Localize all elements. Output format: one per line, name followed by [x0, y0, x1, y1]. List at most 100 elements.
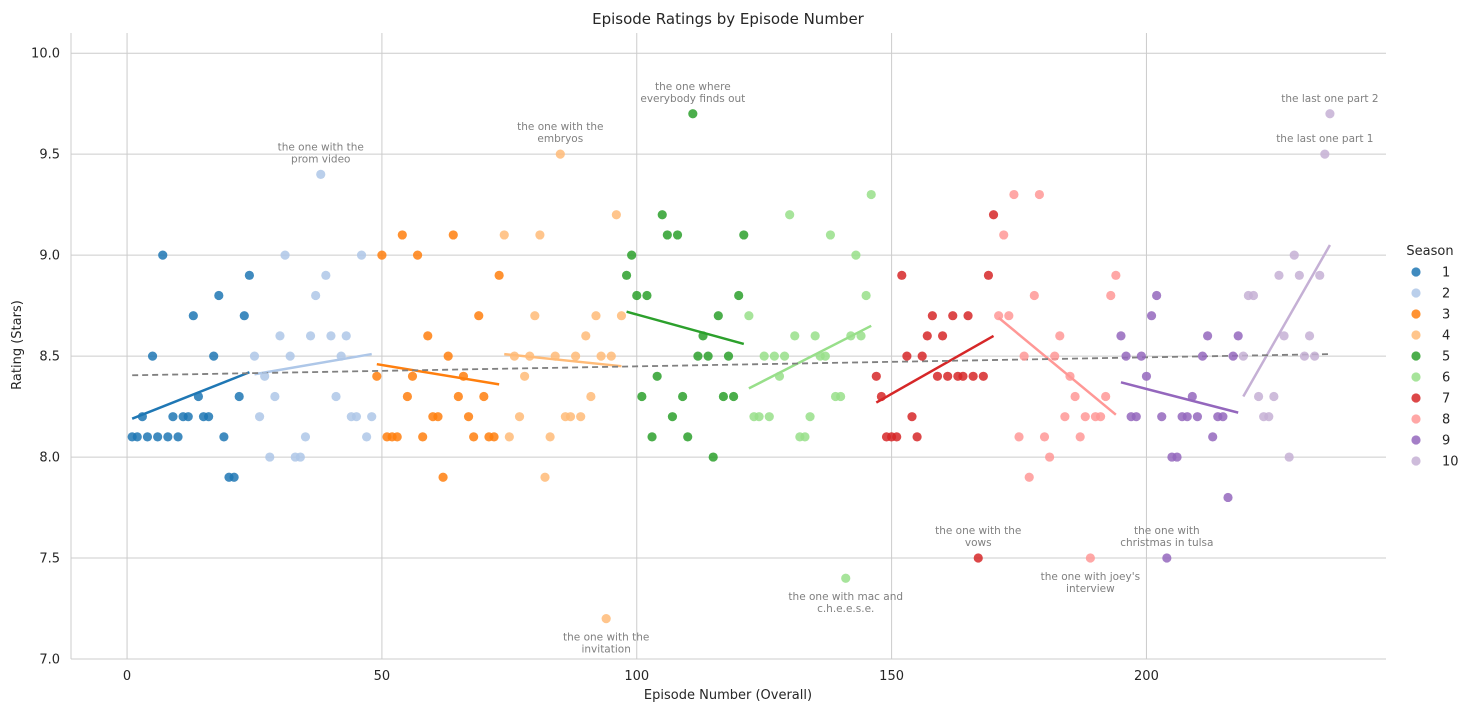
- x-tick-label: 200: [1134, 669, 1159, 684]
- chart-title: Episode Ratings by Episode Number: [592, 10, 865, 28]
- season-2-point: [356, 250, 367, 260]
- season-7-point: [983, 270, 994, 280]
- season-9-point: [1182, 412, 1192, 422]
- season-3-point: [423, 331, 433, 341]
- legend-label-season-8: 8: [1442, 413, 1450, 428]
- season-1-point: [178, 412, 188, 422]
- season-3-point: [469, 432, 479, 442]
- season-10-point: [1325, 109, 1335, 119]
- season-8-point: [1029, 290, 1039, 301]
- legend-label-season-9: 9: [1442, 434, 1450, 449]
- season-9-point: [1146, 311, 1157, 321]
- x-tick-label: 100: [624, 669, 649, 684]
- season-8-point: [1095, 412, 1106, 422]
- annotation-label: vows: [965, 537, 992, 549]
- season-1-point: [132, 432, 142, 442]
- season-3-point: [433, 412, 443, 422]
- season-3-point: [479, 391, 489, 402]
- season-5-point: [627, 250, 637, 260]
- x-ticks: 0 50 100 150 200: [123, 669, 1159, 684]
- season-5-point: [698, 331, 708, 341]
- season-8-point: [1055, 331, 1065, 341]
- season-1-point: [239, 311, 249, 321]
- season-2-point: [295, 452, 305, 462]
- annotation-label: the one where: [655, 81, 731, 93]
- season-3-point: [489, 432, 499, 442]
- season-4-point: [514, 412, 525, 422]
- season-10-point: [1253, 391, 1264, 402]
- season-4-point: [550, 351, 560, 361]
- season-5-point: [647, 432, 657, 442]
- season-10-point: [1269, 391, 1279, 402]
- legend-marker-season-2: [1411, 288, 1421, 298]
- legend-label-season-4: 4: [1442, 329, 1450, 344]
- season-7-point: [948, 311, 958, 321]
- season-4-point: [606, 351, 616, 361]
- season-10-point: [1315, 270, 1325, 280]
- season-3-point: [412, 250, 423, 260]
- season-9-point: [1208, 432, 1218, 442]
- season-4-point: [540, 472, 550, 482]
- y-axis-label: Rating (Stars): [10, 300, 25, 390]
- season-6-point: [779, 351, 790, 361]
- annotation-label: the one with: [1134, 525, 1200, 537]
- legend-title: Season: [1406, 244, 1453, 259]
- legend-label-season-2: 2: [1442, 287, 1450, 302]
- season-3-point: [453, 391, 463, 402]
- season-4-point: [530, 311, 540, 321]
- season-3-point: [372, 371, 382, 381]
- season-10-point: [1289, 250, 1299, 260]
- y-tick-label: 8.0: [39, 451, 60, 466]
- season-9-point: [1116, 331, 1126, 341]
- legend-marker-season-10: [1411, 456, 1421, 466]
- season-8-point: [1004, 311, 1014, 321]
- season-1-point: [173, 432, 183, 442]
- season-2-point: [300, 432, 311, 442]
- y-tick-label: 9.0: [39, 249, 60, 264]
- season-10-point: [1310, 351, 1320, 361]
- season-4-point: [555, 149, 565, 159]
- season-6-point: [774, 371, 785, 381]
- season-4-point: [601, 614, 611, 624]
- season-9-point: [1141, 371, 1152, 381]
- season-7-point: [968, 371, 978, 381]
- season-10-point: [1320, 149, 1330, 159]
- season-10-point: [1264, 412, 1274, 422]
- season-4-point: [535, 230, 545, 240]
- annotation-label: the one with joey's: [1041, 571, 1140, 583]
- x-tick-label: 0: [123, 669, 131, 684]
- season-9-point: [1172, 452, 1182, 462]
- annotation-label: christmas in tulsa: [1120, 537, 1213, 549]
- season-7-point: [892, 432, 902, 442]
- season-10-trend-line: [1242, 244, 1332, 398]
- season-7-point: [902, 351, 912, 361]
- season-4-point: [570, 351, 581, 361]
- season-8-point: [1080, 412, 1090, 422]
- season-3-trend-line: [376, 362, 500, 386]
- season-2-point: [265, 452, 275, 462]
- season-3-point: [443, 351, 453, 361]
- season-7-point: [871, 371, 881, 381]
- season-8-point: [1065, 371, 1075, 381]
- season-7-point: [912, 432, 922, 442]
- season-5-point: [693, 351, 703, 361]
- season-4-point: [520, 371, 530, 381]
- season-9-point: [1233, 331, 1243, 341]
- season-6-point: [856, 331, 866, 341]
- season-2-point: [336, 351, 346, 361]
- season-6-point: [841, 573, 851, 583]
- season-1-point: [153, 432, 163, 442]
- axes-frame: [70, 33, 1386, 660]
- season-10-point: [1238, 351, 1248, 361]
- annotation-label: embryos: [537, 133, 583, 145]
- season-5-point: [657, 210, 667, 220]
- season-5-point: [637, 391, 647, 402]
- y-tick-label: 7.0: [39, 653, 60, 668]
- season-1-point: [219, 432, 229, 442]
- season-3-point: [494, 270, 504, 280]
- season-10-point: [1279, 331, 1289, 341]
- season-9-point: [1197, 351, 1208, 361]
- annotation-label: invitation: [581, 644, 630, 656]
- season-3-point: [397, 230, 407, 240]
- season-4-point: [504, 432, 514, 442]
